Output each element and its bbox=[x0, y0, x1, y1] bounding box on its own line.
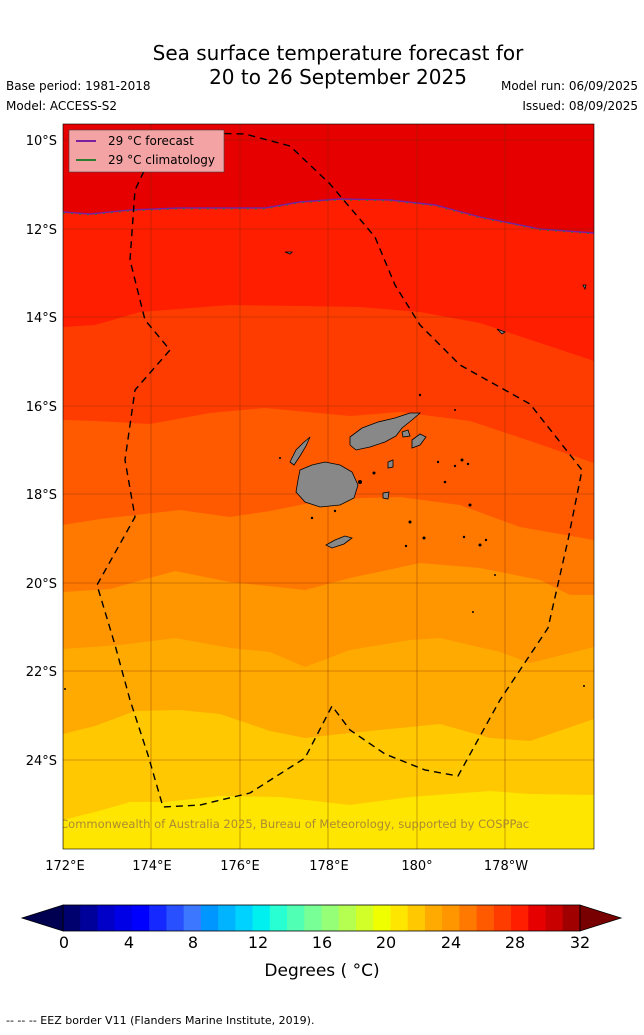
legend-box: 29 °C forecast 29 °C climatology bbox=[68, 129, 225, 173]
colorbar-cell bbox=[545, 905, 564, 931]
colorbar-cell bbox=[493, 905, 512, 931]
colorbar-tick-labels: 0 4 8 12 16 20 24 28 32 bbox=[59, 933, 590, 952]
colorbar-tick: 12 bbox=[248, 933, 268, 952]
lat-label: 22°S bbox=[26, 665, 57, 680]
colorbar-tick: 4 bbox=[124, 933, 134, 952]
title-line-1: Sea surface temperature forecast for bbox=[152, 41, 524, 65]
model-label: Model: ACCESS-S2 bbox=[6, 99, 118, 113]
sst-map: © Commonwealth of Australia 2025, Bureau… bbox=[26, 123, 595, 874]
colorbar-cell bbox=[97, 905, 116, 931]
lat-label: 12°S bbox=[26, 223, 57, 238]
colorbar-cell bbox=[355, 905, 374, 931]
colorbar-cell bbox=[166, 905, 185, 931]
colorbar-cell bbox=[528, 905, 547, 931]
colorbar-cell bbox=[63, 905, 81, 931]
colorbar-tick: 24 bbox=[441, 933, 461, 952]
koro-island bbox=[387, 459, 394, 469]
yasawa-island bbox=[289, 436, 311, 466]
climatology-29c-line bbox=[63, 199, 594, 235]
lon-label: 178°W bbox=[484, 859, 528, 874]
lat-label: 20°S bbox=[26, 577, 57, 592]
colorbar-cells bbox=[63, 905, 581, 931]
colorbar-frame bbox=[62, 904, 581, 932]
base-period-label: Base period: 1981-2018 bbox=[6, 79, 151, 93]
sst-band-9 bbox=[63, 791, 594, 849]
colorbar-cell bbox=[183, 905, 202, 931]
colorbar-cell bbox=[252, 905, 271, 931]
colorbar-cell bbox=[149, 905, 167, 931]
colorbar-cell bbox=[511, 905, 529, 931]
issued-label: Issued: 08/09/2025 bbox=[522, 99, 638, 113]
colorbar-cell bbox=[218, 905, 236, 931]
taveuni-island bbox=[411, 433, 427, 449]
lon-label: 172°E bbox=[45, 859, 85, 874]
longitude-labels: 172°E 174°E 176°E 178°E 180° 178°W bbox=[45, 859, 528, 874]
latitude-labels: 10°S 12°S 14°S 16°S 18°S 20°S 22°S 24°S bbox=[26, 134, 57, 769]
legend-forecast-label: 29 °C forecast bbox=[108, 134, 194, 148]
lon-label: 178°E bbox=[309, 859, 349, 874]
colorbar-cell bbox=[321, 905, 340, 931]
model-run-label: Model run: 06/09/2025 bbox=[500, 79, 638, 93]
lat-label: 16°S bbox=[26, 400, 57, 415]
colorbar-cell bbox=[442, 905, 460, 931]
colorbar-cell bbox=[459, 905, 478, 931]
colorbar-tick: 16 bbox=[312, 933, 332, 952]
colorbar-tick: 20 bbox=[376, 933, 396, 952]
colorbar-cell bbox=[131, 905, 150, 931]
map-frame bbox=[62, 123, 595, 850]
colorbar-tick: 0 bbox=[59, 933, 69, 952]
legend-climatology-label: 29 °C climatology bbox=[108, 153, 215, 167]
title-line-2: 20 to 26 September 2025 bbox=[209, 65, 467, 89]
colorbar-cell bbox=[80, 905, 98, 931]
lon-label: 174°E bbox=[132, 859, 172, 874]
lat-label: 10°S bbox=[26, 134, 57, 149]
colorbar-tick: 28 bbox=[505, 933, 525, 952]
colorbar-cell bbox=[269, 905, 288, 931]
colorbar-cell bbox=[304, 905, 322, 931]
kadavu-island bbox=[325, 535, 353, 549]
colorbar-over-triangle bbox=[579, 904, 623, 932]
viti-levu-island bbox=[295, 461, 359, 508]
copyright-notice: © Commonwealth of Australia 2025, Bureau… bbox=[45, 817, 529, 831]
small-islets bbox=[64, 393, 585, 690]
vanua-levu-island bbox=[349, 412, 422, 451]
colorbar-cell bbox=[338, 905, 357, 931]
lat-label: 14°S bbox=[26, 311, 57, 326]
colorbar-cell bbox=[114, 905, 133, 931]
lat-label: 18°S bbox=[26, 488, 57, 503]
colorbar-cell bbox=[390, 905, 409, 931]
chart-title: Sea surface temperature forecast for 20 … bbox=[0, 41, 644, 89]
colorbar-cell bbox=[287, 905, 305, 931]
forecast-29c-line bbox=[63, 198, 594, 234]
colorbar-cell bbox=[476, 905, 495, 931]
lat-label: 24°S bbox=[26, 754, 57, 769]
fiji-islands bbox=[284, 251, 587, 549]
colorbar-title: Degrees ( °C) bbox=[264, 961, 379, 981]
eez-footnote: -- -- -- EEZ border V11 (Flanders Marine… bbox=[6, 1014, 315, 1027]
lon-label: 176°E bbox=[220, 859, 260, 874]
colorbar-under-triangle bbox=[20, 904, 64, 932]
colorbar-tick: 8 bbox=[188, 933, 198, 952]
colorbar-cell bbox=[424, 905, 443, 931]
colorbar-cell bbox=[373, 905, 391, 931]
colorbar-cell bbox=[235, 905, 254, 931]
colorbar-cell bbox=[200, 905, 219, 931]
eez-border bbox=[96, 132, 583, 808]
lon-label: 180° bbox=[401, 859, 432, 874]
colorbar-cell bbox=[562, 905, 581, 931]
colorbar-tick: 32 bbox=[570, 933, 590, 952]
gau-island bbox=[382, 491, 390, 500]
colorbar-cell bbox=[407, 905, 426, 931]
